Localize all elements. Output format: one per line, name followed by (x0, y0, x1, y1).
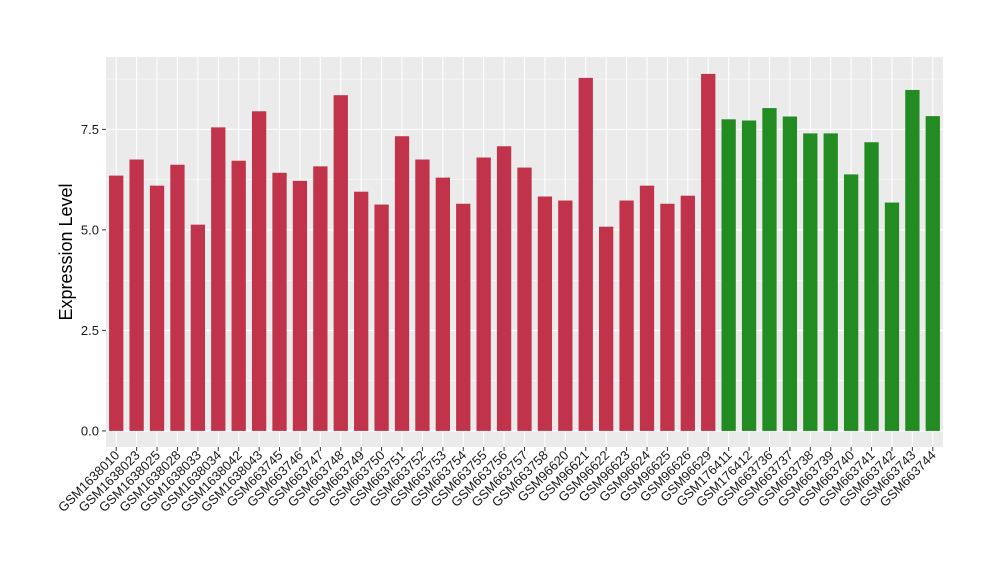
y-tick-label: 0.0 (81, 423, 99, 438)
bar-GSM1638043 (251, 111, 267, 431)
bar-GSM663746 (292, 180, 308, 431)
bar-GSM663756 (496, 146, 512, 431)
bar-GSM1638042 (231, 160, 246, 431)
bar-GSM176412 (741, 120, 757, 431)
bar-GSM663753 (435, 177, 450, 431)
bar-GSM96621 (578, 77, 593, 431)
bar-GSM663744 (925, 116, 940, 431)
bar-GSM663750 (374, 204, 389, 431)
bar-GSM1638023 (129, 159, 144, 431)
bar-GSM663738 (803, 133, 818, 431)
bars (109, 73, 940, 431)
bar-GSM663748 (333, 95, 348, 431)
bar-GSM663737 (782, 116, 798, 431)
bar-GSM663757 (517, 167, 532, 431)
bar-GSM663751 (394, 136, 410, 431)
bar-GSM663754 (456, 203, 471, 431)
bar-GSM1638034 (211, 127, 226, 431)
y-tick-label: 7.5 (81, 122, 99, 137)
bar-GSM96626 (680, 195, 695, 431)
bar-GSM663740 (843, 174, 859, 431)
bar-GSM1638033 (190, 224, 206, 431)
x-axis: GSM1638010GSM1638023GSM1638025GSM1638028… (55, 447, 939, 515)
bar-GSM96623 (619, 200, 634, 431)
bar-GSM663736 (762, 108, 777, 431)
bar-GSM1638025 (149, 185, 165, 431)
bar-GSM663742 (884, 202, 900, 431)
bar-GSM663758 (537, 196, 553, 431)
bar-GSM96629 (701, 73, 716, 431)
y-tick-label: 5.0 (81, 222, 99, 237)
bar-GSM1638028 (170, 164, 185, 431)
y-tick-label: 2.5 (81, 323, 99, 338)
bar-GSM96624 (639, 185, 655, 431)
y-axis-label: Expression Level (56, 183, 76, 320)
bar-GSM663743 (905, 89, 920, 431)
bar-GSM1638010 (109, 175, 124, 431)
bar-GSM663745 (272, 172, 287, 431)
bar-GSM96620 (558, 200, 573, 431)
y-axis: 0.0 2.5 5.0 7.5 (81, 122, 106, 438)
bar-GSM663752 (415, 159, 430, 431)
bar-GSM663747 (313, 166, 328, 431)
bar-GSM96622 (599, 226, 614, 431)
bar-GSM96625 (660, 203, 675, 431)
bar-GSM663749 (354, 191, 369, 431)
bar-GSM663755 (476, 157, 491, 431)
bar-GSM663741 (864, 142, 879, 431)
bar-GSM663739 (823, 133, 838, 431)
bar-GSM176411 (721, 119, 736, 431)
